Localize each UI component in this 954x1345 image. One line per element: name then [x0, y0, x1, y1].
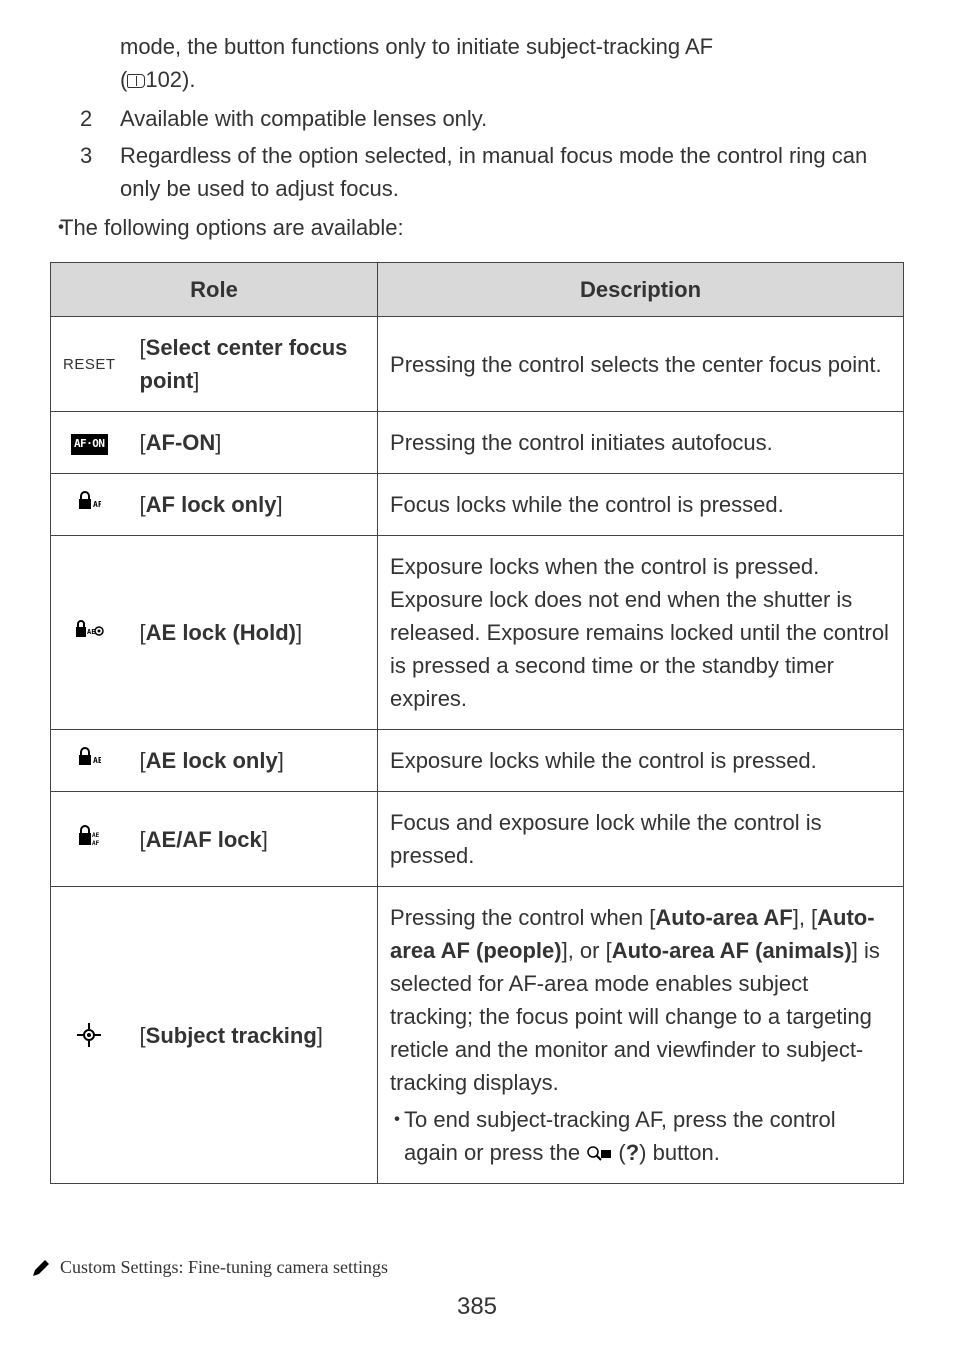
- role-cell: [AF lock only]: [128, 474, 378, 536]
- intro-text-1a: mode, the button functions only to initi…: [120, 34, 713, 59]
- icon-cell-aflock: AF: [51, 474, 128, 536]
- role-cell: [AF-ON]: [128, 412, 378, 474]
- role-label: AE lock only: [146, 748, 278, 773]
- desc-cell-tracking: Pressing the control when [Auto-area AF]…: [378, 887, 904, 1184]
- table-row: [Subject tracking] Pressing the control …: [51, 887, 904, 1184]
- aeaf-lock-icon: AEAF: [77, 825, 101, 847]
- list-text-2: Available with compatible lenses only.: [120, 106, 487, 131]
- role-cell: [AE/AF lock]: [128, 792, 378, 887]
- reset-icon: RESET: [63, 356, 116, 373]
- role-cell: [Subject tracking]: [128, 887, 378, 1184]
- icon-cell-aeaf: AEAF: [51, 792, 128, 887]
- table-row: AF [AF lock only] Focus locks while the …: [51, 474, 904, 536]
- icon-cell-aelock: AE: [51, 730, 128, 792]
- icon-cell-aehold: AE: [51, 536, 128, 730]
- list-num-2: 2: [80, 102, 92, 135]
- desc-cell: Pressing the control initiates autofocus…: [378, 412, 904, 474]
- footer-line: Custom Settings: Fine-tuning camera sett…: [30, 1254, 924, 1281]
- intro-line-1: mode, the button functions only to initi…: [50, 30, 904, 96]
- svg-text:AF: AF: [92, 840, 100, 847]
- role-cell: [Select center focus point]: [128, 317, 378, 412]
- role-label: AF lock only: [146, 492, 277, 517]
- list-item-3: 3 Regardless of the option selected, in …: [120, 139, 904, 205]
- svg-text:AE: AE: [87, 628, 95, 636]
- desc-cell: Pressing the control selects the center …: [378, 317, 904, 412]
- bold-auto-area-af: Auto-area AF: [655, 905, 792, 930]
- role-label: AE lock (Hold): [146, 620, 296, 645]
- header-role: Role: [51, 263, 378, 317]
- desc-cell: Focus and exposure lock while the contro…: [378, 792, 904, 887]
- icon-cell-reset: RESET: [51, 317, 128, 412]
- bullet-intro: ・The following options are available:: [50, 211, 904, 244]
- ae-lock-icon: AE: [77, 747, 101, 767]
- desc-cell: Exposure locks while the control is pres…: [378, 730, 904, 792]
- sub-bullet: To end subject-tracking AF, press the co…: [390, 1103, 891, 1169]
- paren-open: (: [120, 67, 127, 92]
- icon-cell-afon: AF·ON: [51, 412, 128, 474]
- svg-text:AE: AE: [93, 756, 101, 765]
- desc-cell: Focus locks while the control is pressed…: [378, 474, 904, 536]
- page-ref-num: 102).: [145, 67, 195, 92]
- ae-hold-icon: AE: [74, 619, 104, 639]
- question-mark: ?: [626, 1140, 639, 1165]
- list-text-3: Regardless of the option selected, in ma…: [120, 143, 867, 201]
- svg-text:AE: AE: [92, 832, 100, 839]
- header-desc: Description: [378, 263, 904, 317]
- target-icon: [76, 1022, 102, 1048]
- bullet-text: The following options are available:: [60, 215, 404, 240]
- numbered-list: 2 Available with compatible lenses only.…: [50, 102, 904, 205]
- zoom-out-help-icon: [586, 1145, 612, 1163]
- page-footer: Custom Settings: Fine-tuning camera sett…: [30, 1254, 924, 1325]
- intro-section: mode, the button functions only to initi…: [50, 30, 904, 244]
- afon-icon: AF·ON: [71, 434, 108, 455]
- role-cell: [AE lock only]: [128, 730, 378, 792]
- svg-text:AF: AF: [93, 500, 101, 509]
- role-label: AF-ON: [146, 430, 216, 455]
- table-row: RESET [Select center focus point] Pressi…: [51, 317, 904, 412]
- list-item-2: 2 Available with compatible lenses only.: [120, 102, 904, 135]
- pencil-icon: [30, 1257, 52, 1279]
- role-label: Subject tracking: [146, 1023, 317, 1048]
- desc-cell: Exposure locks when the control is press…: [378, 536, 904, 730]
- book-icon: [127, 74, 145, 88]
- role-label: Select center focus point: [140, 335, 348, 393]
- role-label: AE/AF lock: [146, 827, 262, 852]
- table-row: AF·ON [AF-ON] Pressing the control initi…: [51, 412, 904, 474]
- table-row: AEAF [AE/AF lock] Focus and exposure loc…: [51, 792, 904, 887]
- af-lock-icon: AF: [77, 491, 101, 511]
- footer-text: Custom Settings: Fine-tuning camera sett…: [60, 1254, 388, 1281]
- role-table: Role Description RESET [Select center fo…: [50, 262, 904, 1184]
- table-row: AE [AE lock (Hold)] Exposure locks when …: [51, 536, 904, 730]
- bold-auto-area-animals: Auto-area AF (animals): [612, 938, 852, 963]
- bullet-dot: ・: [50, 211, 60, 244]
- icon-cell-tracking: [51, 887, 128, 1184]
- list-num-3: 3: [80, 139, 92, 172]
- table-header-row: Role Description: [51, 263, 904, 317]
- role-cell: [AE lock (Hold)]: [128, 536, 378, 730]
- page-number: 385: [30, 1289, 924, 1325]
- table-row: AE [AE lock only] Exposure locks while t…: [51, 730, 904, 792]
